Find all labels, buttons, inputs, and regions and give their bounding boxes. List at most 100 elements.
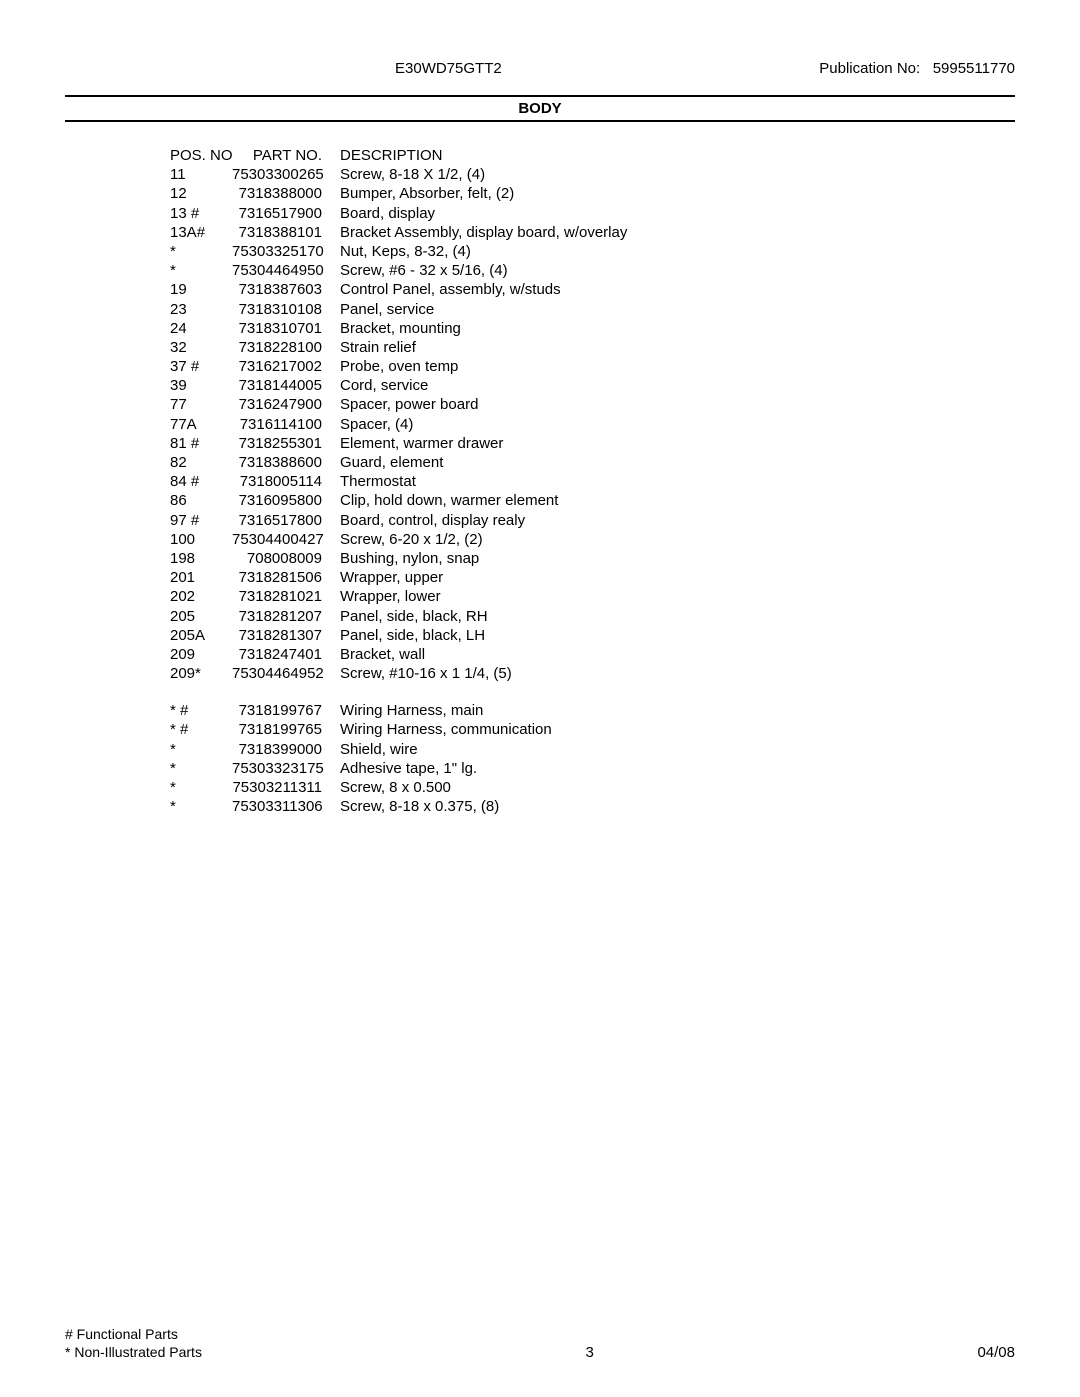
cell-desc: Panel, side, black, RH xyxy=(340,607,1015,626)
cell-pos: * xyxy=(170,797,232,816)
cell-pos: * xyxy=(170,759,232,778)
cell-pos: 32 xyxy=(170,338,232,357)
table-row: 1175303300265Screw, 8-18 X 1/2, (4) xyxy=(170,165,1015,184)
cell-part: 7318228100 xyxy=(232,338,340,357)
table-row: 827318388600Guard, element xyxy=(170,453,1015,472)
cell-part: 7316217002 xyxy=(232,357,340,376)
table-row: 198708008009Bushing, nylon, snap xyxy=(170,549,1015,568)
table-row: 97 #7316517800Board, control, display re… xyxy=(170,511,1015,530)
table-header-row: POS. NO PART NO. DESCRIPTION xyxy=(170,146,1015,165)
cell-pos: 23 xyxy=(170,300,232,319)
table-row: *75303325170Nut, Keps, 8-32, (4) xyxy=(170,242,1015,261)
cell-pos: 209 xyxy=(170,645,232,664)
cell-pos: 81 # xyxy=(170,434,232,453)
cell-desc: Bracket, wall xyxy=(340,645,1015,664)
cell-desc: Wrapper, upper xyxy=(340,568,1015,587)
legend-nonillustrated: * Non-Illustrated Parts xyxy=(65,1343,202,1361)
cell-part: 7318281506 xyxy=(232,568,340,587)
cell-pos: 100 xyxy=(170,530,232,549)
cell-pos: 198 xyxy=(170,549,232,568)
cell-part: 7318005114 xyxy=(232,472,340,491)
cell-desc: Probe, oven temp xyxy=(340,357,1015,376)
cell-desc: Bracket, mounting xyxy=(340,319,1015,338)
cell-part: 7318310108 xyxy=(232,300,340,319)
table-row: 13A#7318388101Bracket Assembly, display … xyxy=(170,223,1015,242)
table-row: 397318144005Cord, service xyxy=(170,376,1015,395)
cell-desc: Panel, service xyxy=(340,300,1015,319)
cell-pos: * xyxy=(170,740,232,759)
table-row: 84 #7318005114Thermostat xyxy=(170,472,1015,491)
table-row: 77A7316114100Spacer, (4) xyxy=(170,415,1015,434)
cell-part: 7318144005 xyxy=(232,376,340,395)
cell-pos: 84 # xyxy=(170,472,232,491)
cell-part: 7318281307 xyxy=(232,626,340,645)
cell-pos: 202 xyxy=(170,587,232,606)
table-row: 127318388000Bumper, Absorber, felt, (2) xyxy=(170,184,1015,203)
cell-desc: Screw, 8 x 0.500 xyxy=(340,778,1015,797)
model-number: E30WD75GTT2 xyxy=(395,60,502,77)
table-row: *7318399000Shield, wire xyxy=(170,740,1015,759)
cell-desc: Guard, element xyxy=(340,453,1015,472)
cell-pos: 11 xyxy=(170,165,232,184)
cell-desc: Spacer, power board xyxy=(340,395,1015,414)
cell-pos: * xyxy=(170,778,232,797)
cell-desc: Screw, 8-18 x 0.375, (8) xyxy=(340,797,1015,816)
cell-pos: 77A xyxy=(170,415,232,434)
cell-desc: Strain relief xyxy=(340,338,1015,357)
cell-part: 75304400427 xyxy=(232,530,340,549)
col-header-desc: DESCRIPTION xyxy=(340,146,1015,165)
table-row: * #7318199767Wiring Harness, main xyxy=(170,701,1015,720)
table-row: 197318387603Control Panel, assembly, w/s… xyxy=(170,280,1015,299)
cell-part: 708008009 xyxy=(232,549,340,568)
cell-desc: Adhesive tape, 1" lg. xyxy=(340,759,1015,778)
cell-pos: * xyxy=(170,261,232,280)
cell-pos: 82 xyxy=(170,453,232,472)
cell-desc: Thermostat xyxy=(340,472,1015,491)
table-row: 237318310108Panel, service xyxy=(170,300,1015,319)
cell-part: 7316517900 xyxy=(232,204,340,223)
table-row: 13 #7316517900Board, display xyxy=(170,204,1015,223)
cell-desc: Board, display xyxy=(340,204,1015,223)
cell-desc: Bumper, Absorber, felt, (2) xyxy=(340,184,1015,203)
page-header: E30WD75GTT2 Publication No: 5995511770 xyxy=(65,60,1015,77)
cell-desc: Wiring Harness, main xyxy=(340,701,1015,720)
table-row: 247318310701Bracket, mounting xyxy=(170,319,1015,338)
publication-value: 5995511770 xyxy=(933,60,1015,77)
table-row: 37 #7316217002Probe, oven temp xyxy=(170,357,1015,376)
cell-part: 7318310701 xyxy=(232,319,340,338)
cell-desc: Screw, #10-16 x 1 1/4, (5) xyxy=(340,664,1015,683)
cell-part: 7318281207 xyxy=(232,607,340,626)
parts-table: POS. NO PART NO. DESCRIPTION 11753033002… xyxy=(65,146,1015,816)
cell-pos: 205 xyxy=(170,607,232,626)
cell-part: 75304464950 xyxy=(232,261,340,280)
cell-part: 7316095800 xyxy=(232,491,340,510)
cell-desc: Bushing, nylon, snap xyxy=(340,549,1015,568)
cell-part: 7316517800 xyxy=(232,511,340,530)
cell-part: 75304464952 xyxy=(232,664,340,683)
cell-desc: Wiring Harness, communication xyxy=(340,720,1015,739)
cell-desc: Screw, 6-20 x 1/2, (2) xyxy=(340,530,1015,549)
table-row: 10075304400427Screw, 6-20 x 1/2, (2) xyxy=(170,530,1015,549)
section-title-bar: BODY xyxy=(65,95,1015,122)
cell-desc: Wrapper, lower xyxy=(340,587,1015,606)
section-title: BODY xyxy=(65,100,1015,117)
cell-desc: Element, warmer drawer xyxy=(340,434,1015,453)
cell-part: 7318247401 xyxy=(232,645,340,664)
cell-pos: 24 xyxy=(170,319,232,338)
cell-pos: 12 xyxy=(170,184,232,203)
page-date: 04/08 xyxy=(977,1344,1015,1361)
table-row: *75303211311Screw, 8 x 0.500 xyxy=(170,778,1015,797)
publication-label: Publication No: xyxy=(819,60,920,77)
cell-pos: 209* xyxy=(170,664,232,683)
cell-desc: Control Panel, assembly, w/studs xyxy=(340,280,1015,299)
cell-desc: Screw, 8-18 X 1/2, (4) xyxy=(340,165,1015,184)
cell-part: 7316114100 xyxy=(232,415,340,434)
cell-part: 75303311306 xyxy=(232,797,340,816)
table-row: 2017318281506Wrapper, upper xyxy=(170,568,1015,587)
cell-part: 75303325170 xyxy=(232,242,340,261)
cell-pos: 37 # xyxy=(170,357,232,376)
cell-desc: Cord, service xyxy=(340,376,1015,395)
cell-desc: Clip, hold down, warmer element xyxy=(340,491,1015,510)
col-header-part: PART NO. xyxy=(232,146,340,165)
cell-desc: Bracket Assembly, display board, w/overl… xyxy=(340,223,1015,242)
